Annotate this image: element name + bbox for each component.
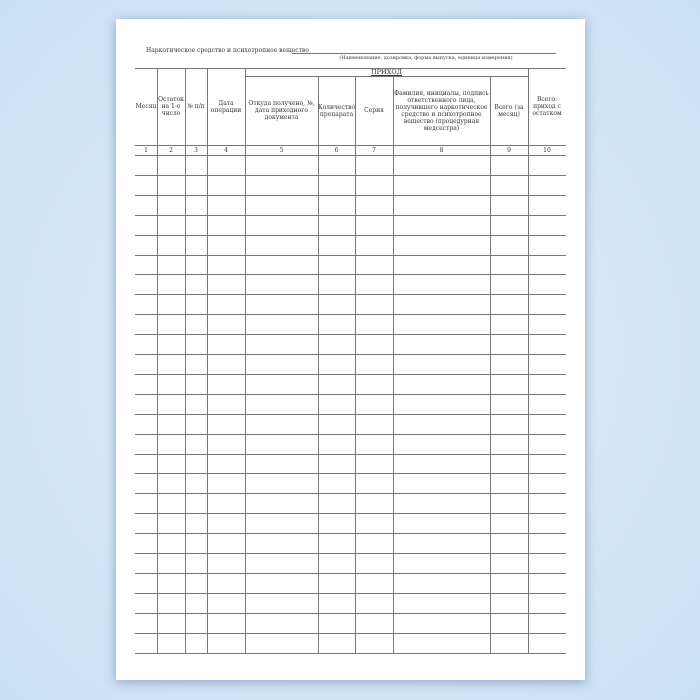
column-header: Остаток на 1-е число: [158, 96, 184, 117]
column-header: Всего: приход с остатком: [532, 96, 562, 117]
table-row-line: [135, 513, 566, 515]
column-header: Дата операции: [210, 99, 242, 114]
table-row-line: [135, 294, 566, 296]
table-row-line: [135, 592, 566, 594]
column-number: 8: [439, 147, 444, 154]
column-line: [528, 68, 529, 653]
substance-label: Наркотическое средство и психотропное ве…: [146, 47, 309, 54]
header-bottom-border: [135, 145, 566, 147]
table-row-line: [135, 652, 566, 654]
column-number: 7: [372, 147, 376, 154]
column-number: 4: [224, 147, 228, 154]
group-divider: [245, 76, 528, 77]
column-header: № п/п: [187, 103, 205, 110]
table-row-line: [135, 572, 566, 574]
table-top-border: [135, 68, 566, 70]
column-number: 6: [334, 147, 339, 154]
column-header: Фамилия, инициалы, подпись ответственног…: [394, 89, 489, 132]
column-number: 5: [279, 147, 284, 154]
table-row-line: [135, 314, 566, 316]
table-row-line: [135, 533, 566, 535]
table-row-line: [135, 453, 566, 455]
substance-field-line: [292, 53, 556, 54]
column-line: [207, 68, 208, 653]
table-row-line: [135, 632, 566, 634]
column-line: [355, 76, 356, 653]
table-row-line: [135, 473, 566, 475]
column-header: Откуда получено, №, дата приходного доку…: [248, 100, 315, 121]
column-line: [157, 68, 158, 653]
column-line: [185, 68, 186, 653]
column-number: 9: [507, 147, 511, 154]
table-row-line: [135, 553, 566, 554]
table-row-line: [135, 493, 566, 495]
table-row-line: [135, 354, 566, 355]
numbers-row-border: [135, 155, 566, 156]
document-page: Наркотическое средство и психотропное ве…: [116, 19, 585, 680]
column-line: [318, 76, 319, 653]
table-row-line: [135, 433, 566, 435]
table-row-line: [135, 234, 566, 236]
column-number: 3: [194, 147, 198, 154]
income-group-header: ПРИХОД: [371, 68, 402, 76]
column-number: 2: [169, 147, 173, 154]
column-number: 10: [543, 147, 551, 154]
table-row-line: [135, 194, 566, 196]
column-line: [490, 76, 491, 653]
table-row-line: [135, 373, 566, 375]
table-row-line: [135, 214, 566, 216]
column-header: Всего (за месяц): [494, 103, 524, 118]
table-row-line: [135, 413, 566, 415]
table-row-line: [135, 254, 566, 256]
table-row-line: [135, 393, 566, 395]
column-header: Серия: [364, 107, 384, 114]
column-number: 1: [144, 147, 148, 154]
column-line: [245, 68, 246, 653]
column-header: Количество препарата: [317, 103, 356, 118]
table-row-line: [135, 274, 566, 276]
column-header: Месяц: [135, 103, 157, 110]
table-row-line: [135, 612, 566, 614]
column-line: [393, 76, 394, 653]
table-row-line: [135, 174, 566, 176]
substance-hint: (Наименование, дозировка, форма выпуска,…: [339, 55, 513, 61]
table-row-line: [135, 334, 566, 336]
